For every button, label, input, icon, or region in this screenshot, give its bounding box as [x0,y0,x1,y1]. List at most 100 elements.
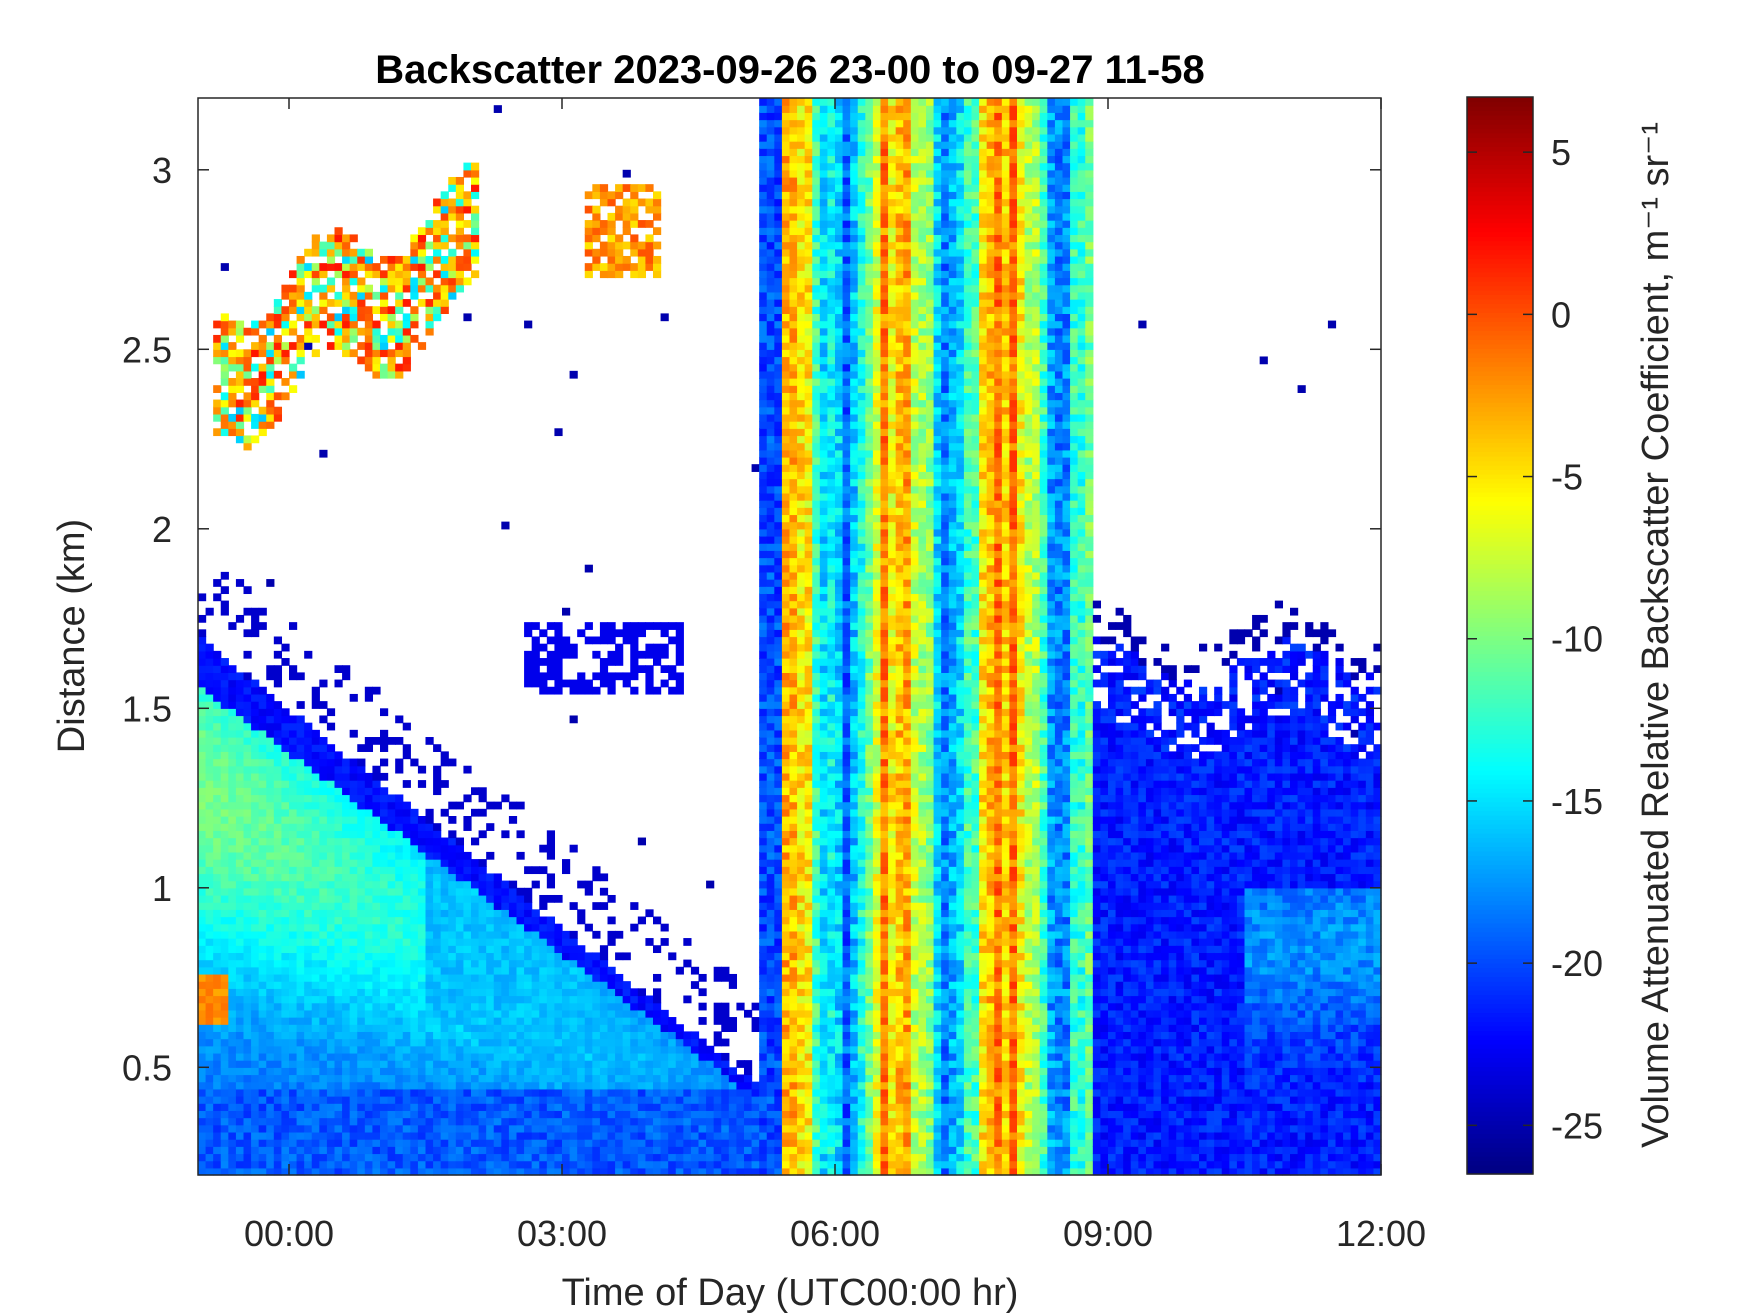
heatmap-cell [766,1167,775,1176]
heatmap-cell [622,205,631,214]
heatmap-cell [539,658,548,666]
heatmap-cell [508,930,518,939]
heatmap-cell [698,1139,707,1147]
heatmap-cell [213,1038,222,1047]
heatmap-cell [213,1160,222,1169]
heatmap-cell [478,1081,487,1090]
heatmap-cell [463,1038,472,1047]
heatmap-cell [387,823,396,831]
heatmap-cell [759,133,768,142]
heatmap-cell [334,1002,343,1011]
heatmap-cell [789,457,798,465]
heatmap-cell [546,1009,556,1018]
heatmap-cell [478,909,487,918]
heatmap-cell [213,959,222,968]
heatmap-cell [266,902,275,910]
heatmap-cell [774,658,783,666]
heatmap-cell [357,1081,366,1090]
heatmap-cell [395,844,404,853]
heatmap-cell [326,1160,336,1169]
heatmap-cell [554,1017,563,1025]
heatmap-cell [380,808,389,817]
heatmap-cell [198,787,207,796]
heatmap-cell [311,973,320,982]
heatmap-cell [357,938,366,946]
heatmap-cell [448,1131,457,1140]
heatmap-cell [440,988,449,997]
heatmap-cell [774,952,783,961]
heatmap-cell [804,650,813,659]
heatmap-cell [592,263,601,271]
heatmap-cell [387,1167,396,1176]
heatmap-cell [789,248,798,257]
heatmap-cell [607,1002,616,1011]
heatmap-cell [311,959,320,968]
heatmap-cell [759,492,768,501]
heatmap-cell [364,1117,374,1126]
heatmap-cell [228,1117,237,1126]
heatmap-cell [235,1017,245,1025]
heatmap-cell [501,1002,510,1011]
heatmap-cell [645,184,654,192]
heatmap-cell [759,880,768,889]
heatmap-cell [797,952,806,961]
heatmap-cell [311,263,320,271]
heatmap-cell [440,873,449,882]
heatmap-cell [395,830,404,839]
heatmap-cell [289,880,298,889]
heatmap-cell [789,471,798,480]
heatmap-cell [417,1002,427,1011]
heatmap-cell [592,1117,601,1126]
heatmap-cell [417,1139,427,1147]
heatmap-cell [759,679,768,688]
heatmap-cell [789,112,798,121]
heatmap-cell [357,1139,366,1147]
heatmap-cell [296,342,305,350]
heatmap-cell [273,665,283,688]
heatmap-cell [417,284,427,293]
heatmap-cell [584,1002,593,1011]
heatmap-cell [774,995,783,1004]
heatmap-cell [440,966,449,975]
heatmap-cell [433,1074,442,1083]
heatmap-cell [789,772,798,781]
heatmap-cell [251,399,260,408]
heatmap-cell [387,1124,396,1133]
heatmap-cell [198,938,207,946]
heatmap-cell [797,212,806,221]
heatmap-cell [463,909,472,918]
heatmap-cell [789,600,798,609]
heatmap-cell [759,205,768,214]
heatmap-cell [205,801,214,810]
heatmap-cell [228,758,237,767]
heatmap-cell [395,306,404,314]
heatmap-cell [789,938,798,946]
heatmap-cell [781,535,791,544]
heatmap-cell [660,923,669,932]
heatmap-cell [425,930,434,939]
heatmap-cell [804,701,813,709]
heatmap-cell [342,1024,351,1032]
heatmap-cell [357,952,366,961]
heatmap-cell [380,1139,389,1147]
heatmap-cell [759,851,768,860]
heatmap-cell [198,744,207,752]
heatmap-cell [789,399,798,408]
heatmap-cell [766,1031,775,1040]
heatmap-cell [781,1146,791,1155]
heatmap-cell [273,722,283,731]
heatmap-cell [266,1131,275,1140]
heatmap-cell [319,1017,328,1025]
heatmap-cell [774,176,783,185]
heatmap-cell [258,320,267,329]
heatmap-cell [637,1103,647,1111]
heatmap-cell [410,1017,419,1025]
heatmap-cell [630,234,639,243]
heatmap-cell [387,1031,396,1040]
heatmap-cell [546,981,556,989]
heatmap-cell [607,1045,616,1054]
heatmap-cell [804,729,813,738]
heatmap-cell [759,1096,768,1104]
heatmap-cell [804,1067,813,1076]
heatmap-cell [258,973,267,982]
